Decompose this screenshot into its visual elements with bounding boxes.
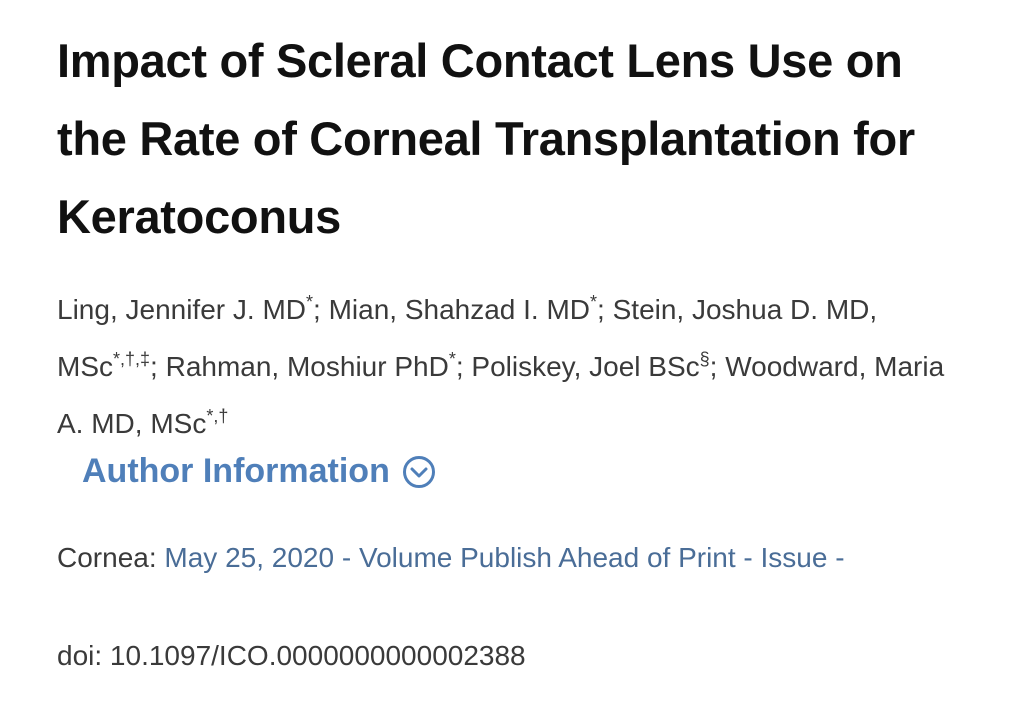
author-affiliation: §: [699, 349, 710, 369]
author-separator: ;: [313, 294, 329, 325]
author-separator: ;: [597, 294, 613, 325]
author-affiliation: *: [590, 292, 598, 312]
expand-icon[interactable]: [402, 455, 436, 489]
author-name: Poliskey, Joel BSc: [471, 351, 700, 382]
article-title: Impact of Scleral Contact Lens Use on th…: [57, 34, 915, 243]
author-affiliation: *: [306, 292, 314, 312]
author-name: Rahman, Moshiur PhD: [165, 351, 449, 382]
author-name: Ling, Jennifer J. MD: [57, 294, 306, 325]
journal-name: Cornea:: [57, 542, 157, 573]
author-separator: ;: [455, 351, 472, 382]
author-affiliation: *,†,‡: [113, 349, 151, 369]
author-affiliation: *: [448, 349, 456, 369]
citation: Cornea: May 25, 2020 - Volume Publish Ah…: [57, 532, 977, 584]
author-affiliation: *,†: [206, 406, 229, 426]
author-name: Mian, Shahzad I. MD: [328, 294, 591, 325]
author-information-label[interactable]: Author Information: [82, 452, 390, 490]
author-separator: ;: [150, 351, 166, 382]
doi: doi: 10.1097/ICO.0000000000002388: [57, 640, 526, 671]
author-information-toggle[interactable]: Author Information: [82, 452, 436, 491]
author-list: Ling, Jennifer J. MD*; Mian, Shahzad I. …: [57, 281, 957, 452]
author-separator: ;: [709, 351, 726, 382]
author-name: Woodward, Maria A. MD, MSc: [57, 351, 945, 439]
author-name: Stein, Joshua D. MD, MSc: [57, 294, 878, 382]
publication-info[interactable]: May 25, 2020 - Volume Publish Ahead of P…: [164, 542, 845, 573]
